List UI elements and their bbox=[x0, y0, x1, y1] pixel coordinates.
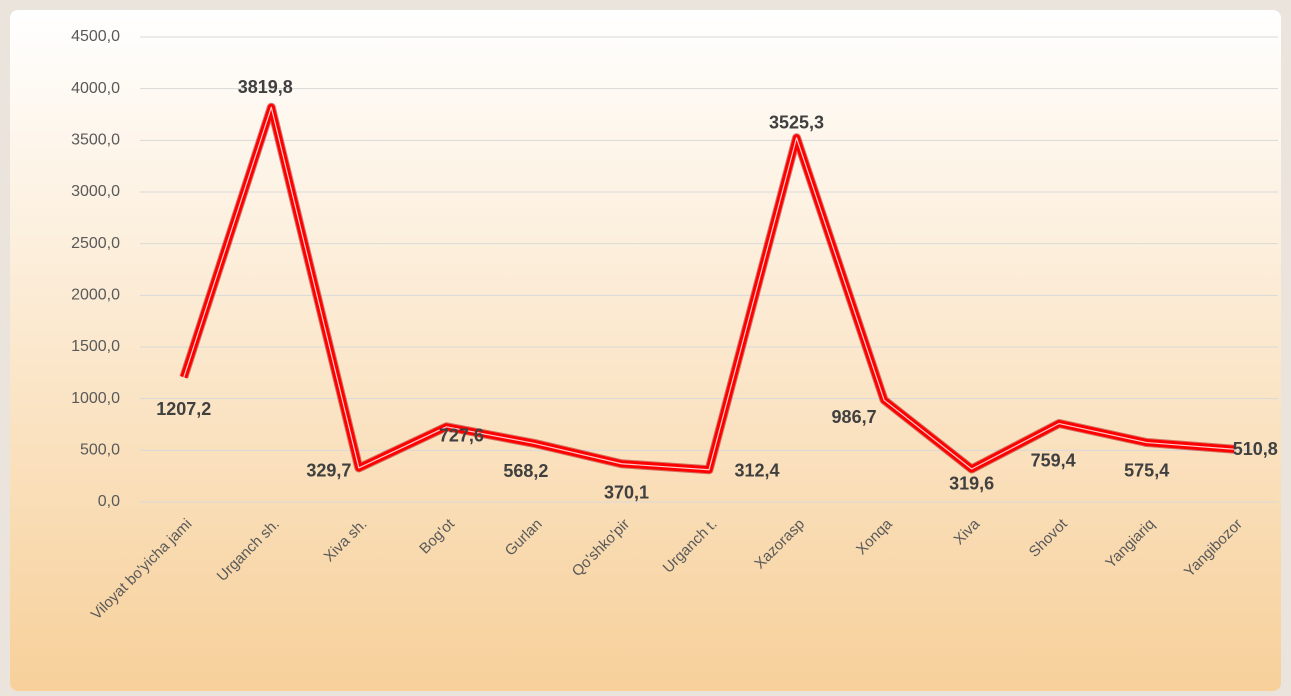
y-tick-label: 4000,0 bbox=[71, 80, 120, 97]
data-label: 759,4 bbox=[1031, 450, 1076, 470]
data-label: 1207,2 bbox=[156, 399, 211, 419]
data-label: 727,6 bbox=[439, 426, 484, 446]
data-label: 986,7 bbox=[832, 407, 877, 427]
data-label: 575,4 bbox=[1124, 460, 1169, 480]
data-label: 370,1 bbox=[604, 483, 649, 503]
y-tick-label: 1500,0 bbox=[71, 338, 120, 355]
y-tick-label: 2500,0 bbox=[71, 235, 120, 252]
data-label: 510,8 bbox=[1233, 439, 1278, 459]
y-tick-label: 0,0 bbox=[98, 493, 120, 510]
y-tick-label: 3000,0 bbox=[71, 183, 120, 200]
y-tick-label: 1000,0 bbox=[71, 390, 120, 407]
y-tick-label: 500,0 bbox=[80, 442, 120, 459]
data-label: 568,2 bbox=[503, 461, 548, 481]
data-label: 3525,3 bbox=[769, 112, 824, 132]
data-label: 312,4 bbox=[734, 460, 779, 480]
y-tick-label: 4500,0 bbox=[71, 28, 120, 45]
y-tick-label: 3500,0 bbox=[71, 132, 120, 149]
y-tick-label: 2000,0 bbox=[71, 287, 120, 304]
line-highlight bbox=[183, 106, 1235, 471]
data-label: 329,7 bbox=[306, 461, 351, 481]
chart-background bbox=[10, 10, 1281, 691]
data-label: 3819,8 bbox=[238, 77, 293, 97]
data-label: 319,6 bbox=[949, 474, 994, 494]
